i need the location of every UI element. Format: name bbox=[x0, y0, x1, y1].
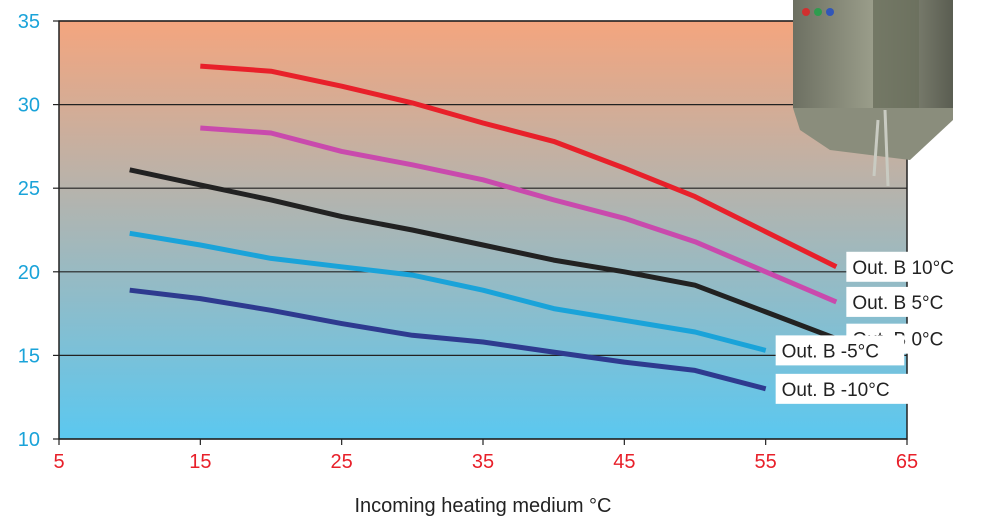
y-tick-label: 10 bbox=[18, 429, 40, 451]
series-line bbox=[129, 167, 838, 342]
legend-label: Out. B 5°C bbox=[852, 293, 943, 314]
y-tick-label: 15 bbox=[18, 345, 40, 367]
x-axis-label: Incoming heating medium °C bbox=[354, 495, 611, 517]
legend-label-bg bbox=[846, 286, 965, 317]
series-line bbox=[129, 230, 767, 353]
x-tick-label: 35 bbox=[472, 451, 494, 473]
y-tick-label: 35 bbox=[18, 11, 40, 33]
x-tick-label: 65 bbox=[896, 451, 918, 473]
x-tick-label: 45 bbox=[613, 451, 635, 473]
series-line bbox=[129, 287, 767, 392]
y-tick-label: 30 bbox=[18, 95, 40, 117]
x-tick-label: 5 bbox=[53, 451, 64, 473]
legend-label-bg bbox=[775, 335, 905, 366]
axis-ticks: 10 15 20 25 30 35 5 15 25 35 45 55 65 bbox=[18, 11, 918, 473]
y-tick-label: 25 bbox=[18, 178, 40, 200]
heating-unit-photo bbox=[793, 0, 953, 187]
legend-label-bg bbox=[846, 251, 975, 282]
x-tick-label: 25 bbox=[331, 451, 353, 473]
legend-label-bg bbox=[775, 373, 915, 404]
y-tick-label: 20 bbox=[18, 262, 40, 284]
series-lines bbox=[129, 63, 838, 392]
legend-label: Out. B -10°C bbox=[782, 380, 890, 401]
x-tick-label: 55 bbox=[755, 451, 777, 473]
legend-label: Out. B -5°C bbox=[782, 341, 879, 362]
series-line bbox=[200, 63, 838, 270]
x-tick-label: 15 bbox=[189, 451, 211, 473]
series-line bbox=[200, 125, 838, 305]
legend-label: Out. B 10°C bbox=[852, 258, 954, 279]
